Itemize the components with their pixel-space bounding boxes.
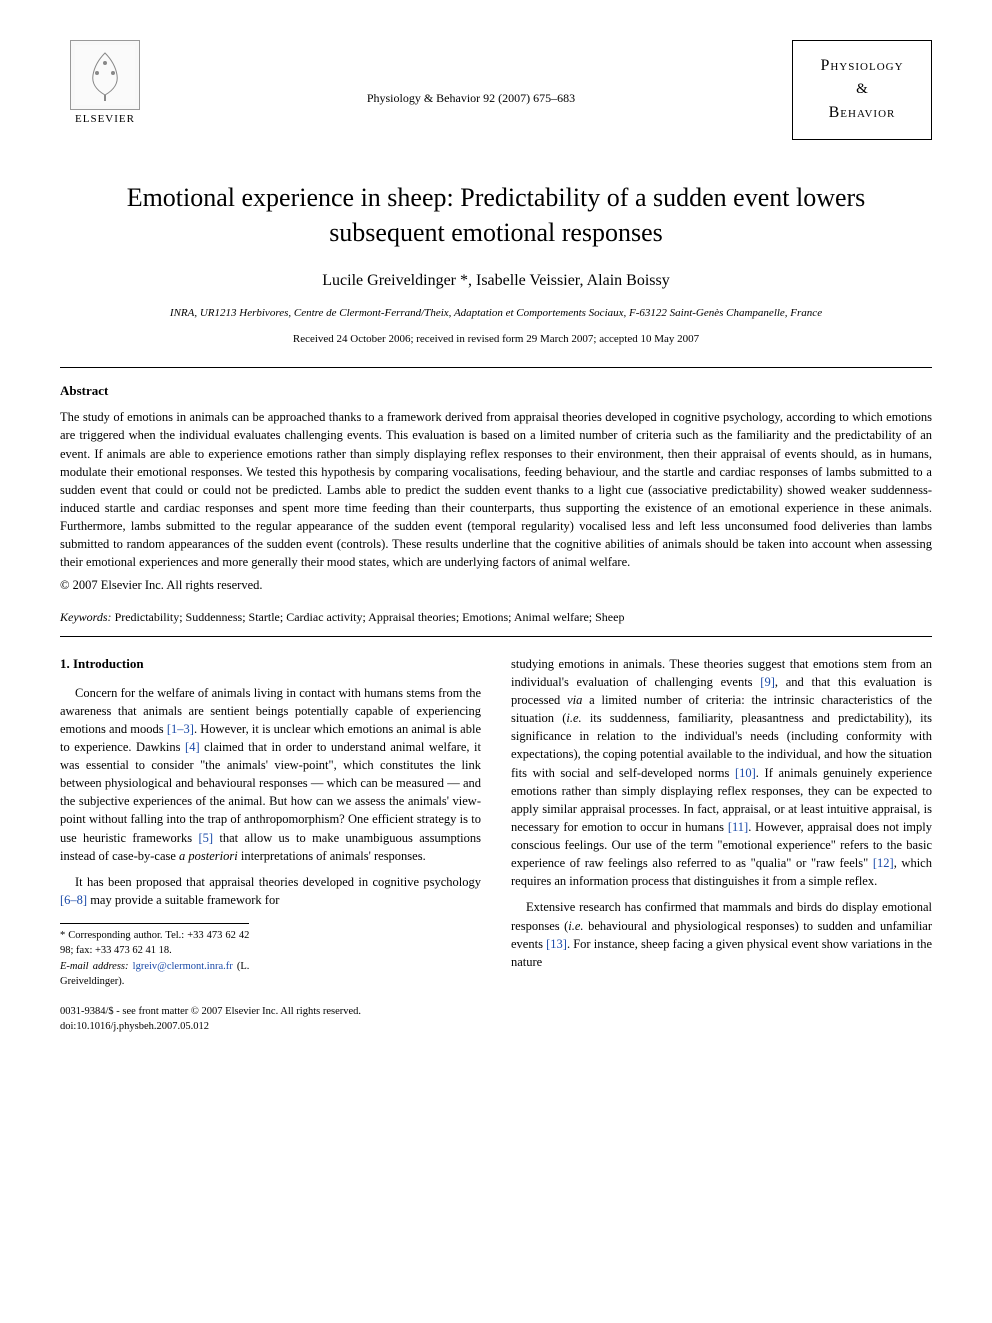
text-span: may provide a suitable framework for: [87, 893, 279, 907]
italic-span: via: [567, 693, 582, 707]
ref-link[interactable]: [6–8]: [60, 893, 87, 907]
header-row: ELSEVIER Physiology & Behavior 92 (2007)…: [60, 40, 932, 140]
rule-top: [60, 367, 932, 368]
italic-span: i.e.: [568, 919, 583, 933]
article-title: Emotional experience in sheep: Predictab…: [100, 180, 892, 250]
email-link[interactable]: lgreiv@clermont.inra.fr: [133, 961, 233, 972]
rule-bottom: [60, 636, 932, 637]
column-left: 1. Introduction Concern for the welfare …: [60, 655, 481, 989]
body-columns: 1. Introduction Concern for the welfare …: [60, 655, 932, 989]
intro-para-1: Concern for the welfare of animals livin…: [60, 684, 481, 865]
ref-link[interactable]: [1–3]: [167, 722, 194, 736]
page-footer: 0031-9384/$ - see front matter © 2007 El…: [60, 1005, 932, 1034]
ref-link[interactable]: [4]: [185, 740, 200, 754]
elsevier-tree-icon: [70, 40, 140, 110]
corresponding-author: * Corresponding author. Tel.: +33 473 62…: [60, 923, 249, 989]
corresponding-email-line: E-mail address: lgreiv@clermont.inra.fr …: [60, 959, 249, 989]
email-label: E-mail address:: [60, 961, 129, 972]
intro-para-4: Extensive research has confirmed that ma…: [511, 898, 932, 971]
text-span: It has been proposed that appraisal theo…: [75, 875, 481, 889]
text-span: . For instance, sheep facing a given phy…: [511, 937, 932, 969]
journal-ampersand: &: [805, 79, 919, 100]
ref-link[interactable]: [13]: [546, 937, 567, 951]
keywords-value: Predictability; Suddenness; Startle; Car…: [115, 610, 625, 624]
ref-link[interactable]: [10]: [735, 766, 756, 780]
italic-span: a posteriori: [179, 849, 238, 863]
authors: Lucile Greiveldinger *, Isabelle Veissie…: [60, 270, 932, 292]
abstract-heading: Abstract: [60, 382, 932, 400]
footer-doi: doi:10.1016/j.physbeh.2007.05.012: [60, 1020, 932, 1035]
intro-para-3: studying emotions in animals. These theo…: [511, 655, 932, 891]
section-1-heading: 1. Introduction: [60, 655, 481, 674]
abstract-body: The study of emotions in animals can be …: [60, 408, 932, 571]
abstract-copyright: © 2007 Elsevier Inc. All rights reserved…: [60, 577, 932, 595]
journal-name-2: Behavior: [805, 102, 919, 124]
italic-span: i.e.: [566, 711, 581, 725]
affiliation: INRA, UR1213 Herbivores, Centre de Clerm…: [60, 306, 932, 321]
footer-line1: 0031-9384/$ - see front matter © 2007 El…: [60, 1005, 932, 1020]
text-span: claimed that in order to understand anim…: [60, 740, 481, 845]
article-dates: Received 24 October 2006; received in re…: [60, 332, 932, 347]
ref-link[interactable]: [9]: [760, 675, 775, 689]
column-right: studying emotions in animals. These theo…: [511, 655, 932, 989]
journal-reference: Physiology & Behavior 92 (2007) 675–683: [150, 40, 792, 107]
intro-para-2: It has been proposed that appraisal theo…: [60, 873, 481, 909]
ref-link[interactable]: [11]: [728, 820, 748, 834]
journal-title-box: Physiology & Behavior: [792, 40, 932, 140]
journal-name-1: Physiology: [805, 55, 919, 77]
keywords-label: Keywords:: [60, 610, 112, 624]
text-span: interpretations of animals' responses.: [238, 849, 426, 863]
elsevier-label: ELSEVIER: [75, 112, 135, 127]
keywords: Keywords: Predictability; Suddenness; St…: [60, 609, 932, 626]
elsevier-logo: ELSEVIER: [60, 40, 150, 127]
corresponding-line1: * Corresponding author. Tel.: +33 473 62…: [60, 928, 249, 958]
ref-link[interactable]: [5]: [198, 831, 213, 845]
ref-link[interactable]: [12]: [873, 856, 894, 870]
